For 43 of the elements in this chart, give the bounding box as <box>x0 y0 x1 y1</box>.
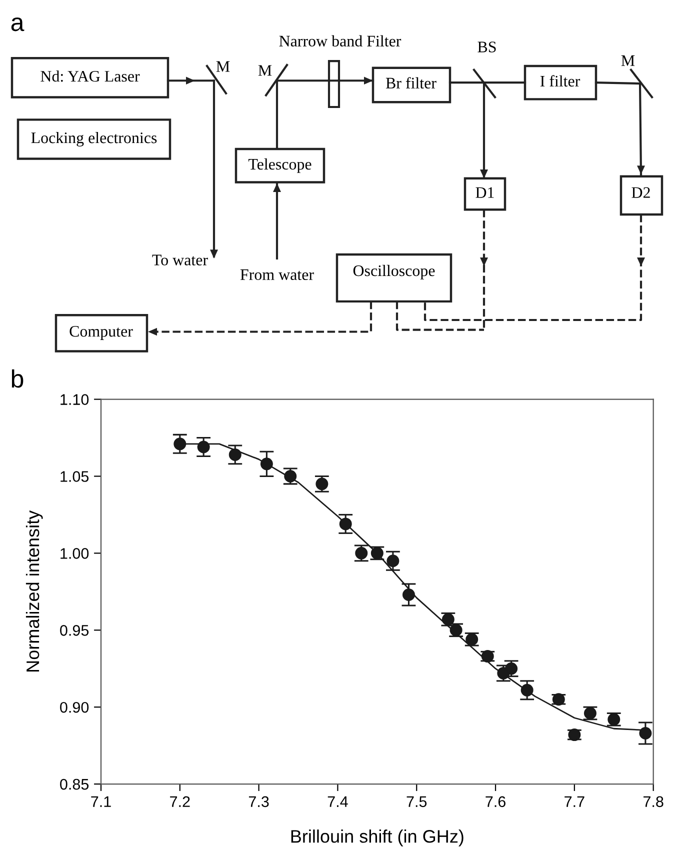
x-tick-label: 7.1 <box>91 796 111 807</box>
text: M <box>621 55 635 66</box>
point <box>520 684 534 696</box>
text: M <box>216 61 230 72</box>
text: Telescope <box>248 158 312 173</box>
x-tick-label: 7.6 <box>486 796 506 808</box>
text: Br filter <box>386 77 436 89</box>
text: From water <box>240 269 314 280</box>
text: D2 <box>632 187 650 198</box>
y-axis-title: Normalized intensity <box>26 510 43 672</box>
x-tick-label: 7.7 <box>564 796 584 807</box>
y-tick-label: 0.90 <box>60 702 89 713</box>
point <box>260 458 273 470</box>
x-axis-title: Brillouin shift (in GHz) <box>291 830 464 846</box>
text: Narrow band Filter <box>279 35 402 47</box>
y-tick-label: 0.95 <box>60 625 89 636</box>
point <box>639 727 652 740</box>
point <box>228 448 242 461</box>
text: D1 <box>476 187 494 198</box>
text: I filter <box>540 75 580 87</box>
text: M <box>258 65 272 76</box>
point <box>386 554 400 568</box>
text: Oscilloscope <box>353 264 435 280</box>
x-tick-label: 7.5 <box>406 796 427 808</box>
text: BS <box>478 42 496 52</box>
x-tick-label: 7.4 <box>328 796 348 807</box>
point <box>339 518 352 530</box>
text: Locking electronics <box>31 132 157 147</box>
y-tick-label: 1.05 <box>60 471 89 482</box>
text: a <box>11 17 24 32</box>
text: Computer <box>70 326 133 340</box>
text: Nd: YAG Laser <box>40 70 140 82</box>
point <box>197 440 210 454</box>
text: To water <box>152 254 208 266</box>
x-tick-label: 7.2 <box>170 796 190 807</box>
y-tick-label: 1.00 <box>60 548 89 559</box>
point <box>402 588 415 601</box>
chart-title: b <box>12 369 24 388</box>
x-tick-label: 7.3 <box>248 796 269 808</box>
y-tick-label: 1.10 <box>60 394 89 405</box>
point <box>174 438 186 450</box>
y-tick-label: 0.85 <box>60 778 89 790</box>
x-tick-label: 7.8 <box>644 796 664 808</box>
